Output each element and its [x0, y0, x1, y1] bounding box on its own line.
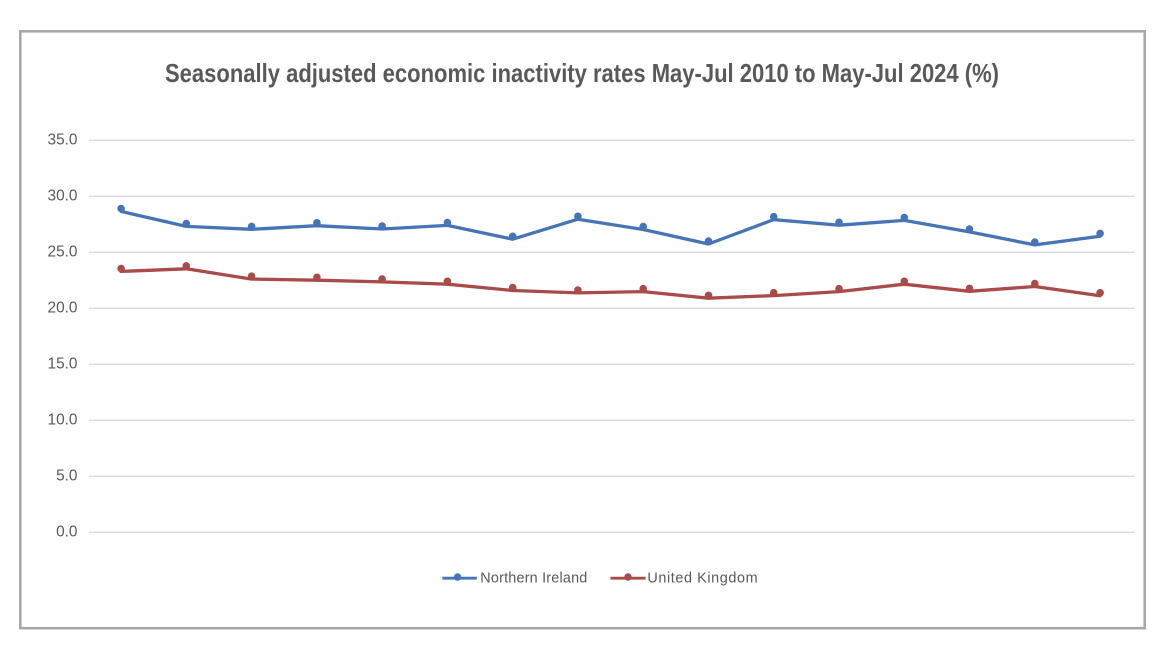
svg-text:Seasonally adjusted economic i: Seasonally adjusted economic inactivity …	[165, 58, 999, 88]
svg-text:25.0: 25.0	[48, 243, 78, 260]
svg-text:20.0: 20.0	[48, 299, 78, 316]
svg-text:Northern Ireland: Northern Ireland	[480, 570, 587, 586]
svg-text:10.0: 10.0	[48, 411, 78, 428]
svg-text:15.0: 15.0	[48, 355, 78, 372]
svg-text:0.0: 0.0	[56, 523, 77, 540]
svg-text:35.0: 35.0	[48, 131, 78, 148]
svg-text:United Kingdom: United Kingdom	[647, 570, 758, 586]
svg-text:5.0: 5.0	[56, 467, 77, 484]
svg-text:30.0: 30.0	[48, 187, 78, 204]
